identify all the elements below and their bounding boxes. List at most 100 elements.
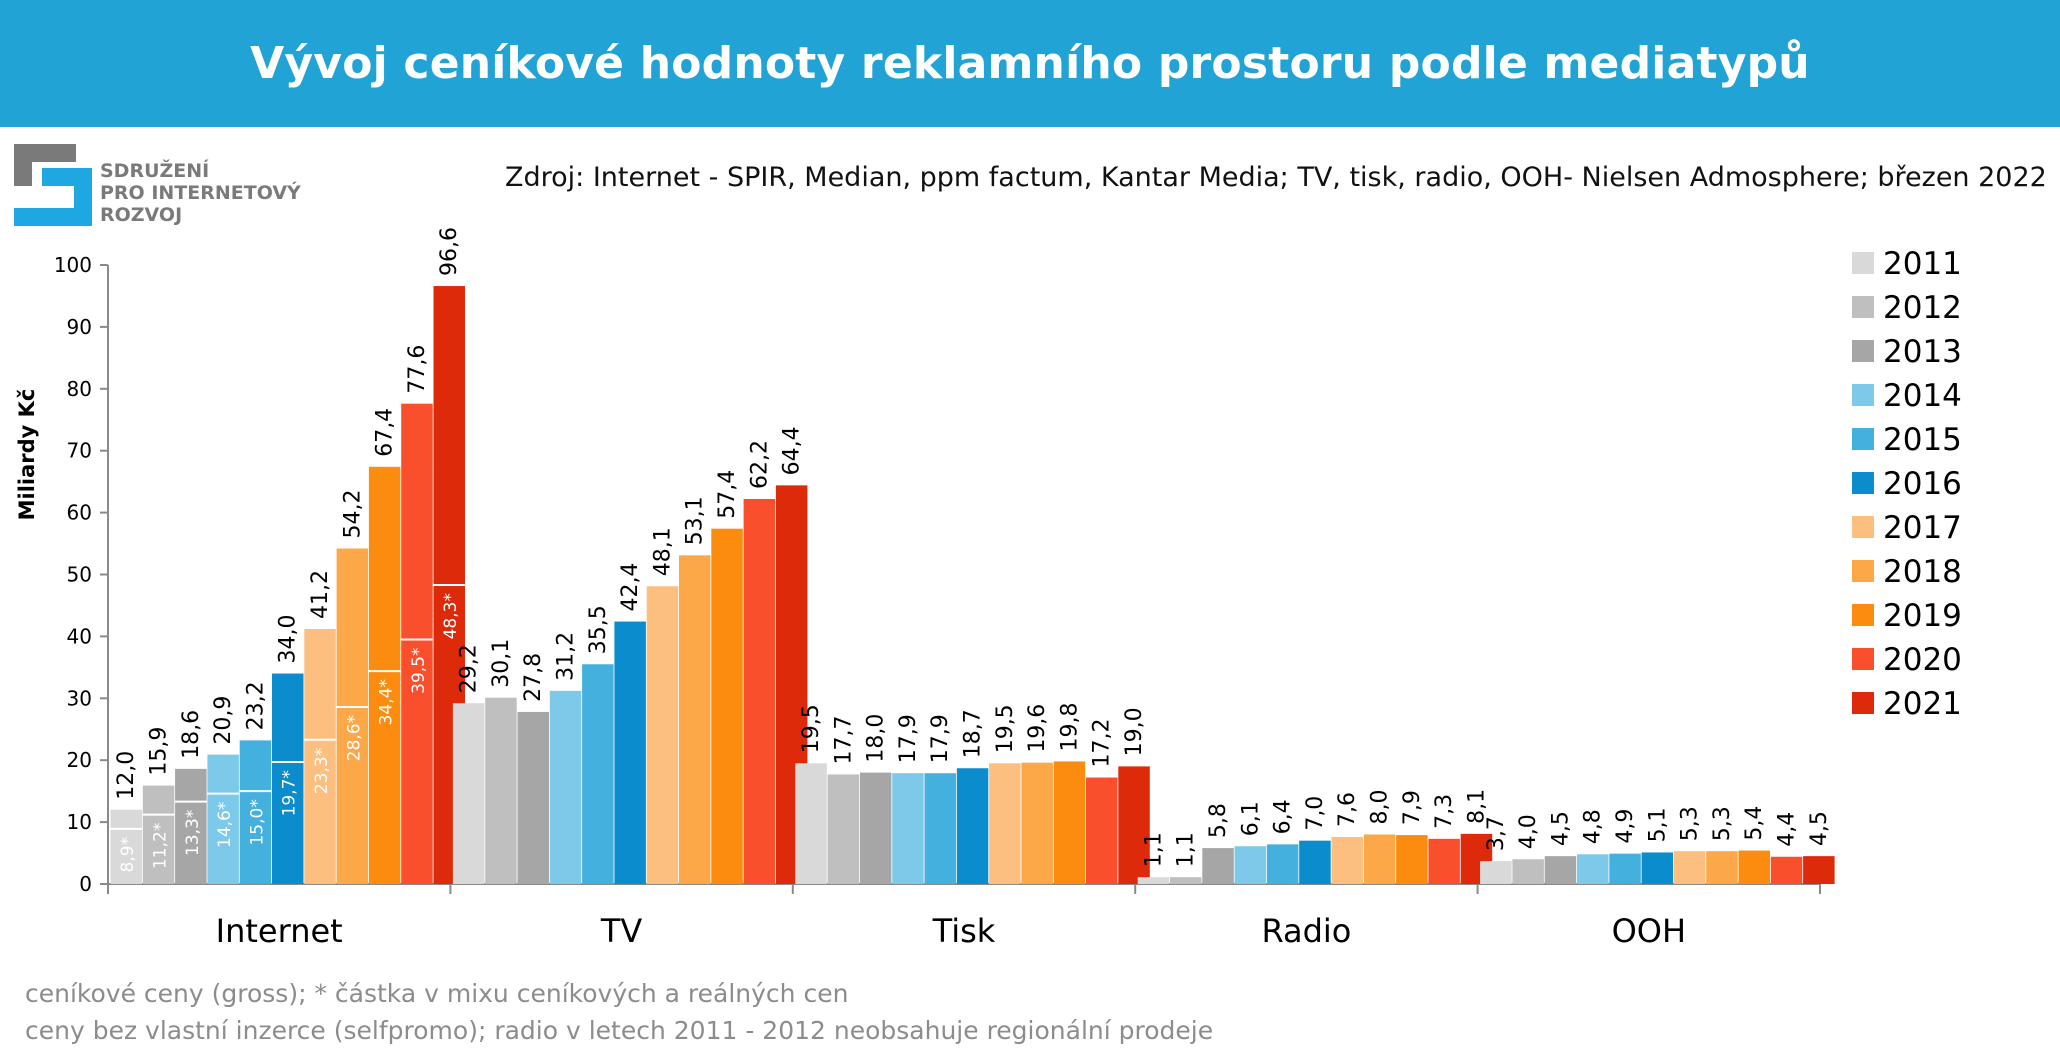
bar (1706, 851, 1738, 884)
bar (743, 498, 776, 884)
y-tick-label: 70 (67, 439, 92, 463)
legend-label: 2011 (1883, 246, 1962, 282)
y-tick-label: 20 (67, 748, 92, 772)
title-bar: Vývoj ceníkové hodnoty reklamního prosto… (0, 0, 2060, 127)
bar (1170, 877, 1202, 884)
mixed-value-label: 23,3* (312, 748, 332, 794)
data-label: 57,4 (715, 470, 740, 519)
data-label: 1,1 (1141, 832, 1166, 867)
bars-layer: 12,0 8,9* 15,9 11,2* 18,6 13,3* 20,9 14,6* 23,2 1… (110, 227, 1835, 884)
legend-swatch (1852, 428, 1874, 450)
bar (452, 703, 485, 884)
bar (207, 754, 239, 884)
data-label: 6,1 (1238, 801, 1263, 836)
category-label: Internet (216, 912, 343, 950)
data-label: 29,2 (457, 644, 482, 693)
data-label: 19,8 (1057, 702, 1082, 751)
category-label: OOH (1612, 912, 1686, 950)
bar (401, 403, 433, 884)
bar (175, 768, 207, 884)
spir-logo-icon (14, 144, 92, 226)
mixed-value-label: 28,6* (344, 715, 364, 761)
legend-label: 2014 (1883, 378, 1962, 414)
data-label: 31,2 (554, 632, 579, 681)
mixed-value-label: 11,2* (151, 823, 171, 869)
legend-swatch (1852, 516, 1874, 538)
chart-title: Vývoj ceníkové hodnoty reklamního prosto… (250, 38, 1810, 89)
bar (582, 664, 614, 884)
mixed-value-label: 14,6* (215, 802, 235, 848)
data-label: 54,2 (340, 490, 365, 539)
bar (1266, 844, 1299, 884)
bar (1577, 854, 1609, 884)
bar (1770, 856, 1803, 884)
data-label: 62,2 (747, 440, 772, 489)
y-tick-label: 10 (67, 810, 92, 834)
logo-wordmark: SDRUŽENÍ PRO INTERNETOVÝ ROZVOJ (100, 160, 301, 226)
bar (336, 548, 369, 884)
mixed-value-label: 15,0* (247, 799, 267, 845)
legend-label: 2015 (1883, 422, 1962, 458)
footnote-1: ceníkové ceny (gross); * částka v mixu c… (25, 979, 849, 1008)
logo-line-2: PRO INTERNETOVÝ (100, 182, 301, 204)
y-tick-label: 90 (67, 315, 92, 339)
data-label: 4,5 (1807, 811, 1832, 846)
data-label: 4,8 (1581, 809, 1606, 844)
legend-swatch (1852, 252, 1874, 274)
legend-swatch (1852, 604, 1874, 626)
data-label: 18,7 (961, 709, 986, 758)
source-note: Zdroj: Internet - SPIR, Median, ppm fact… (505, 162, 2047, 193)
data-label: 19,0 (1122, 707, 1147, 756)
bar (549, 690, 582, 884)
bar (239, 740, 272, 884)
bar (1299, 840, 1331, 884)
bar (1234, 846, 1267, 884)
footnotes: ceníkové ceny (gross); * částka v mixu c… (25, 975, 1213, 1049)
category-label: Tisk (932, 912, 996, 950)
bar (1137, 877, 1170, 884)
bar (368, 466, 401, 884)
data-label: 42,4 (618, 563, 643, 612)
data-label: 5,8 (1206, 803, 1231, 838)
legend-label: 2021 (1883, 686, 1962, 722)
data-label: 53,1 (683, 496, 708, 545)
y-axis-title: Miliardy Kč (15, 389, 39, 521)
legend-label: 2017 (1883, 510, 1962, 546)
bar (827, 774, 860, 884)
data-label: 18,6 (179, 710, 204, 759)
bar (1086, 777, 1118, 884)
data-label: 1,1 (1174, 832, 1199, 867)
data-label: 5,3 (1678, 806, 1703, 841)
bar (1053, 761, 1086, 884)
bar (1544, 856, 1577, 884)
data-label: 4,4 (1775, 812, 1800, 847)
data-label: 4,0 (1516, 814, 1541, 849)
bar (646, 586, 679, 884)
y-axis: 0 10 20 30 40 50 60 70 80 90 100 Miliardy Kč (15, 253, 109, 896)
y-tick-label: 50 (67, 563, 92, 587)
data-label: 96,6 (437, 227, 462, 276)
x-axis: Internet TV Tisk Radio OOH (107, 883, 1821, 950)
mixed-value-label: 39,5* (409, 647, 429, 693)
data-label: 17,9 (896, 714, 921, 763)
mixed-value-label: 8,9* (118, 837, 138, 873)
bar (1396, 835, 1428, 884)
legend-label: 2018 (1883, 554, 1962, 590)
bar (304, 628, 336, 884)
data-label: 5,3 (1710, 806, 1735, 841)
bar (1673, 851, 1706, 884)
legend: 2011 2012 2013 2014 2015 2016 2017 2018 2019 2020… (1852, 246, 1962, 722)
legend-swatch (1852, 340, 1874, 362)
bar (1331, 836, 1363, 884)
bar (711, 528, 743, 884)
y-tick-label: 30 (67, 686, 92, 710)
bar (859, 772, 892, 884)
mixed-value-label: 48,3* (441, 593, 461, 639)
category-label: Radio (1261, 912, 1351, 950)
data-label: 4,5 (1548, 811, 1573, 846)
data-label: 4,9 (1613, 809, 1638, 844)
data-label: 7,3 (1432, 794, 1457, 829)
data-label: 34,0 (276, 615, 301, 664)
bar (1641, 852, 1674, 884)
bar (1609, 853, 1641, 884)
